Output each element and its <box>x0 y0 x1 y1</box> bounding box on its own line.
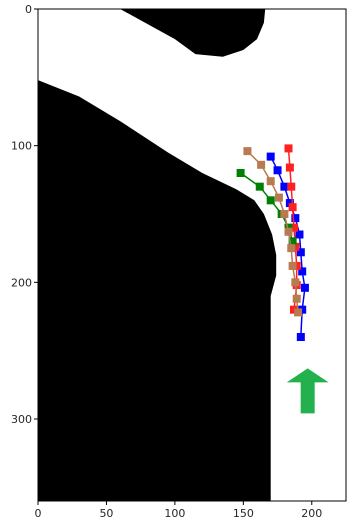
data-point <box>284 223 293 232</box>
data-point <box>291 278 300 287</box>
data-point <box>280 182 289 191</box>
x-tick-label: 200 <box>301 507 322 520</box>
x-tick-label: 150 <box>233 507 254 520</box>
data-point <box>291 214 300 223</box>
series-0 <box>266 152 309 341</box>
obstacle-top <box>120 9 266 57</box>
x-tick-label: 50 <box>99 507 113 520</box>
data-point <box>266 196 275 205</box>
data-point <box>288 203 297 212</box>
data-point <box>287 182 296 191</box>
x-axis: 0 50 100 150 200 <box>35 501 322 520</box>
data-point <box>255 182 264 191</box>
data-point <box>266 177 275 186</box>
x-tick-label: 100 <box>164 507 185 520</box>
data-point <box>300 283 309 292</box>
data-point <box>236 169 245 177</box>
data-point <box>285 163 294 172</box>
y-tick-label: 300 <box>11 413 32 426</box>
data-point <box>291 242 300 251</box>
data-point <box>288 261 297 270</box>
data-point <box>292 261 301 270</box>
data-point <box>284 144 293 153</box>
data-point <box>296 248 305 257</box>
data-point <box>289 305 298 314</box>
data-point <box>274 193 283 202</box>
obstacle-left <box>38 80 277 501</box>
data-point <box>285 199 294 208</box>
data-point <box>287 244 296 253</box>
y-tick-label: 100 <box>11 140 32 153</box>
data-point <box>298 305 307 314</box>
data-point <box>266 152 275 161</box>
data-point <box>295 230 304 239</box>
x-tick-label: 0 <box>35 507 42 520</box>
data-point <box>284 227 293 236</box>
direction-arrow <box>286 368 329 414</box>
series-layer <box>236 144 309 341</box>
data-point <box>289 223 298 232</box>
data-point <box>294 308 303 317</box>
y-tick-label: 200 <box>11 276 32 289</box>
data-point <box>257 160 266 169</box>
data-point <box>296 333 305 341</box>
y-axis: 0 100 200 300 <box>11 3 38 426</box>
data-point <box>288 237 297 246</box>
series-3 <box>243 147 303 317</box>
data-point <box>292 294 301 303</box>
axes-frame <box>37 8 347 502</box>
plot-area <box>38 9 346 501</box>
data-point <box>298 267 307 276</box>
data-point <box>243 147 252 156</box>
data-point <box>280 210 289 218</box>
y-tick-label: 0 <box>25 3 32 16</box>
data-point <box>273 166 282 175</box>
obstacles <box>38 9 277 501</box>
